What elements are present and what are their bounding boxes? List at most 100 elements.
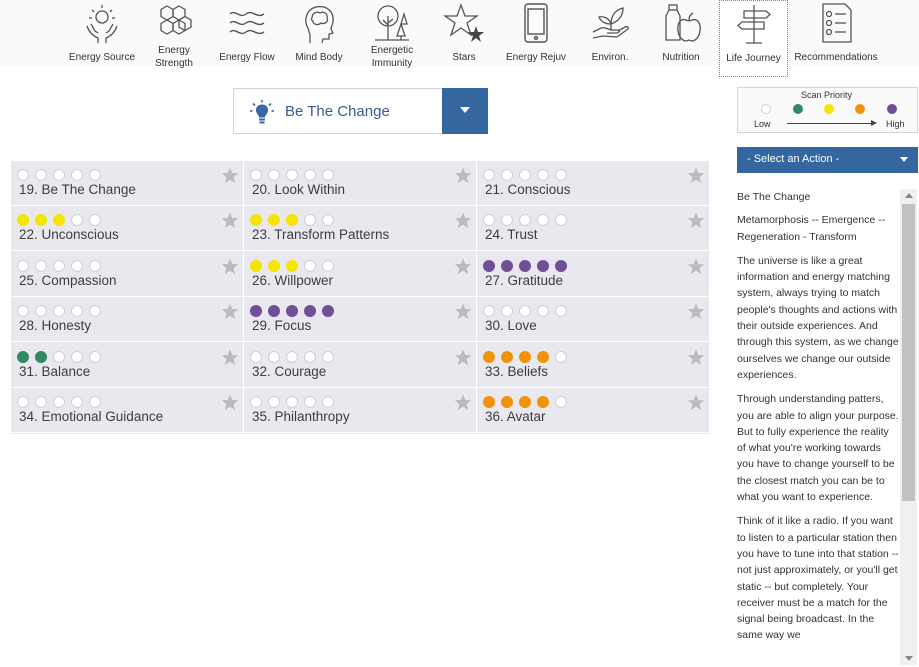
info-title: Be The Change <box>737 191 811 203</box>
priority-dot-empty <box>268 396 280 408</box>
nav-label: Energy Source <box>68 52 136 63</box>
stars-icon <box>443 2 485 44</box>
grid-cell[interactable]: 35. Philanthropy <box>244 388 477 433</box>
legend-title: Scan Priority <box>801 90 853 100</box>
favorite-star-icon[interactable] <box>454 212 472 229</box>
nav-energy-rejuv[interactable]: Energy Rejuv <box>504 0 568 76</box>
grid-cell[interactable]: 27. Gratitude <box>477 252 710 297</box>
grid-cell-label: 20. Look Within <box>252 182 346 197</box>
favorite-star-icon[interactable] <box>221 303 239 320</box>
priority-dot-filled <box>250 214 262 226</box>
priority-dot-empty <box>53 305 65 317</box>
priority-dot-empty <box>483 169 495 181</box>
grid-cell[interactable]: 22. Unconscious <box>11 206 244 251</box>
priority-dot-filled <box>17 214 29 226</box>
favorite-star-icon[interactable] <box>687 212 705 229</box>
priority-dot-empty <box>537 305 549 317</box>
priority-dot-empty <box>71 396 83 408</box>
scrollbar[interactable] <box>900 189 917 665</box>
grid-cell-label: 24. Trust <box>485 227 538 242</box>
nav-energy-source[interactable]: Energy Source <box>66 0 138 76</box>
nav-recommendations[interactable]: Recommendations <box>790 0 882 76</box>
priority-dot-empty <box>71 214 83 226</box>
favorite-star-icon[interactable] <box>687 303 705 320</box>
scroll-up-icon[interactable] <box>905 193 913 198</box>
grid-cell[interactable]: 31. Balance <box>11 343 244 388</box>
priority-dot-filled <box>35 351 47 363</box>
grid-cell-label: 29. Focus <box>252 318 312 333</box>
priority-dot-empty <box>35 305 47 317</box>
favorite-star-icon[interactable] <box>221 394 239 411</box>
favorite-star-icon[interactable] <box>687 167 705 184</box>
priority-dot-filled <box>286 260 298 272</box>
nav-mind-body[interactable]: Mind Body <box>288 0 350 76</box>
priority-dot-empty <box>17 396 29 408</box>
priority-dot-empty <box>89 260 101 272</box>
scrollbar-thumb[interactable] <box>902 204 915 501</box>
grid-cell[interactable]: 29. Focus <box>244 297 477 342</box>
priority-dot-filled <box>501 351 513 363</box>
select-action-label: - Select an Action - <box>747 153 840 165</box>
grid-cell[interactable]: 26. Willpower <box>244 252 477 297</box>
favorite-star-icon[interactable] <box>221 258 239 275</box>
favorite-star-icon[interactable] <box>221 212 239 229</box>
hexagons-icon <box>153 2 195 44</box>
nav-energy-flow[interactable]: Energy Flow <box>214 0 280 76</box>
priority-dot-filled <box>537 396 549 408</box>
select-action-dropdown[interactable]: - Select an Action - <box>737 147 918 173</box>
priority-dot-empty <box>17 305 29 317</box>
grid-cell[interactable]: 33. Beliefs <box>477 343 710 388</box>
grid-cell[interactable]: 21. Conscious <box>477 161 710 206</box>
priority-dot-empty <box>322 169 334 181</box>
grid-cell-label: 23. Transform Patterns <box>252 227 390 242</box>
priority-dot-empty <box>89 305 101 317</box>
priority-dot-empty <box>53 260 65 272</box>
info-paragraph: Through understanding patters, you are a… <box>737 393 899 504</box>
nav-energetic-immunity[interactable]: Energetic Immunity <box>361 0 423 76</box>
favorite-star-icon[interactable] <box>454 258 472 275</box>
nav-energy-strength[interactable]: Energy Strength <box>143 0 205 76</box>
selector-dropdown-button[interactable] <box>442 88 488 134</box>
priority-dot-empty <box>89 214 101 226</box>
grid-cell-label: 21. Conscious <box>485 182 571 197</box>
favorite-star-icon[interactable] <box>454 167 472 184</box>
favorite-star-icon[interactable] <box>687 394 705 411</box>
priority-dot-filled <box>501 260 513 272</box>
priority-dot-empty <box>17 260 29 272</box>
description-panel[interactable]: Be The Change Metamorphosis -- Emergence… <box>737 189 917 667</box>
priority-dot-empty <box>483 214 495 226</box>
nav-environ[interactable]: Environ. <box>580 0 640 76</box>
nav-nutrition[interactable]: Nutrition <box>654 0 708 76</box>
favorite-star-icon[interactable] <box>687 349 705 366</box>
grid-cell[interactable]: 30. Love <box>477 297 710 342</box>
grid-cell[interactable]: 34. Emotional Guidance <box>11 388 244 433</box>
category-selector[interactable]: Be The Change <box>233 88 488 134</box>
favorite-star-icon[interactable] <box>687 258 705 275</box>
favorite-star-icon[interactable] <box>221 349 239 366</box>
grid-cell[interactable]: 36. Avatar <box>477 388 710 433</box>
favorite-star-icon[interactable] <box>221 167 239 184</box>
grid-cell[interactable]: 24. Trust <box>477 206 710 251</box>
legend-dot-orange <box>855 104 865 114</box>
grid-cell[interactable]: 19. Be The Change <box>11 161 244 206</box>
priority-dot-empty <box>71 260 83 272</box>
priority-dot-filled <box>268 214 280 226</box>
phone-icon <box>515 2 557 44</box>
nav-label: Life Journey <box>726 53 781 64</box>
legend-dot-purple <box>887 104 897 114</box>
nav-life-journey[interactable]: Life Journey <box>719 0 788 77</box>
scroll-down-icon[interactable] <box>905 656 913 661</box>
favorite-star-icon[interactable] <box>454 349 472 366</box>
favorite-star-icon[interactable] <box>454 394 472 411</box>
priority-dot-empty <box>250 169 262 181</box>
grid-cell[interactable]: 28. Honesty <box>11 297 244 342</box>
grid-cell[interactable]: 23. Transform Patterns <box>244 206 477 251</box>
hand-plant-icon <box>589 2 631 44</box>
priority-dot-empty <box>17 169 29 181</box>
grid-cell-label: 35. Philanthropy <box>252 409 350 424</box>
nav-stars[interactable]: Stars <box>436 0 492 76</box>
favorite-star-icon[interactable] <box>454 303 472 320</box>
grid-cell[interactable]: 20. Look Within <box>244 161 477 206</box>
grid-cell[interactable]: 25. Compassion <box>11 252 244 297</box>
grid-cell[interactable]: 32. Courage <box>244 343 477 388</box>
